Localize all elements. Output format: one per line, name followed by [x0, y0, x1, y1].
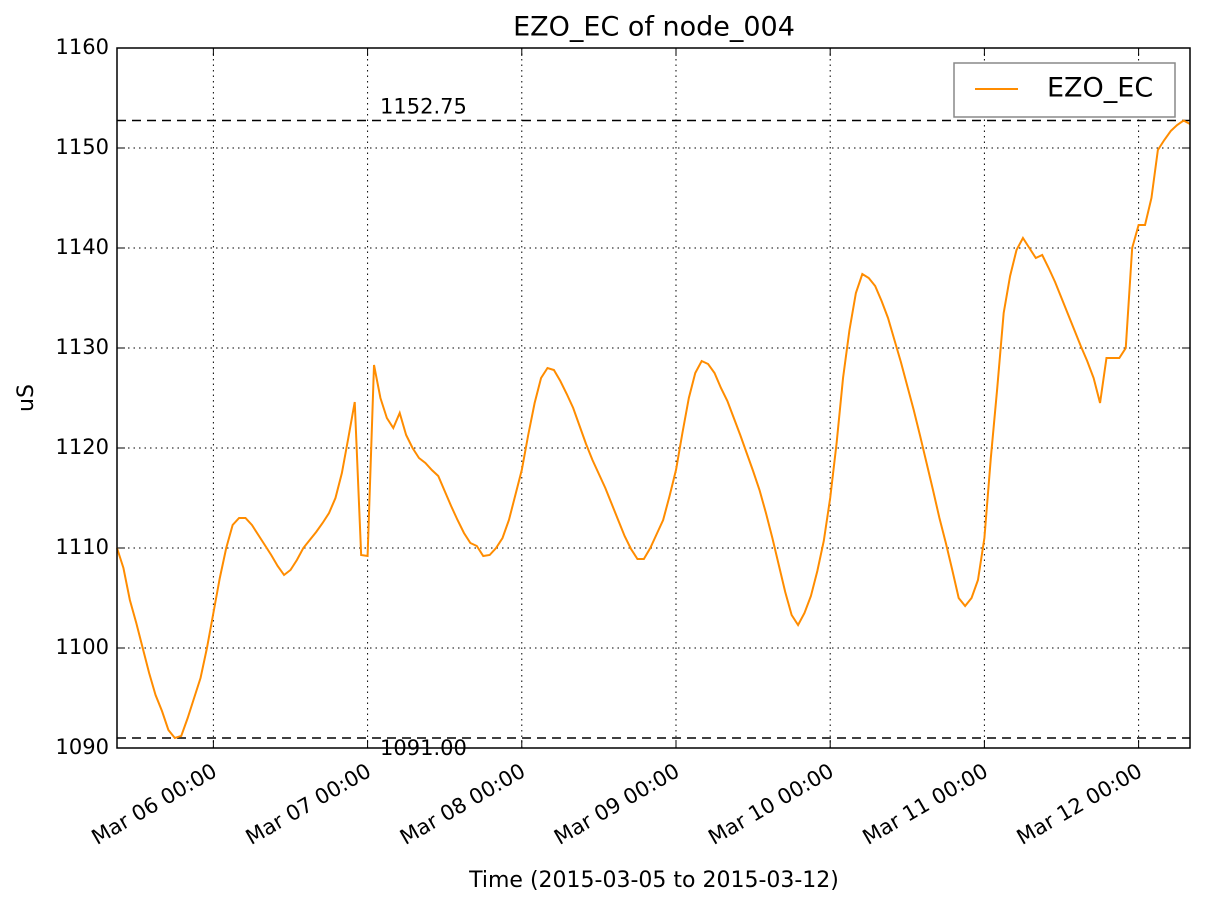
- y-axis-label: uS: [14, 384, 39, 412]
- x-tick-label: Mar 09 00:00: [550, 759, 683, 850]
- x-axis-label: Time (2015-03-05 to 2015-03-12): [468, 868, 839, 893]
- y-tick-label: 1100: [56, 635, 109, 659]
- plot-frame: [116, 47, 1191, 749]
- x-tick-label: Mar 08 00:00: [396, 759, 529, 850]
- y-tick-label: 1150: [56, 135, 109, 159]
- legend-label: EZO_EC: [1047, 73, 1153, 104]
- y-tick-label: 1140: [56, 235, 109, 259]
- chart-title: EZO_EC of node_004: [513, 12, 795, 43]
- data-line: [116, 119, 1191, 740]
- x-tick-label: Mar 11 00:00: [858, 759, 991, 850]
- x-tick-label: Mar 06 00:00: [87, 759, 220, 850]
- y-tick-label: 1160: [56, 35, 109, 59]
- x-tick-label: Mar 12 00:00: [1013, 759, 1146, 850]
- x-tick-label: Mar 07 00:00: [242, 759, 375, 850]
- y-tick-label: 1090: [56, 735, 109, 759]
- reference-label: 1152.75: [380, 95, 467, 119]
- x-tick-label: Mar 10 00:00: [704, 759, 837, 850]
- y-tick-label: 1110: [56, 535, 109, 559]
- y-tick-label: 1130: [56, 335, 109, 359]
- y-tick-label: 1120: [56, 435, 109, 459]
